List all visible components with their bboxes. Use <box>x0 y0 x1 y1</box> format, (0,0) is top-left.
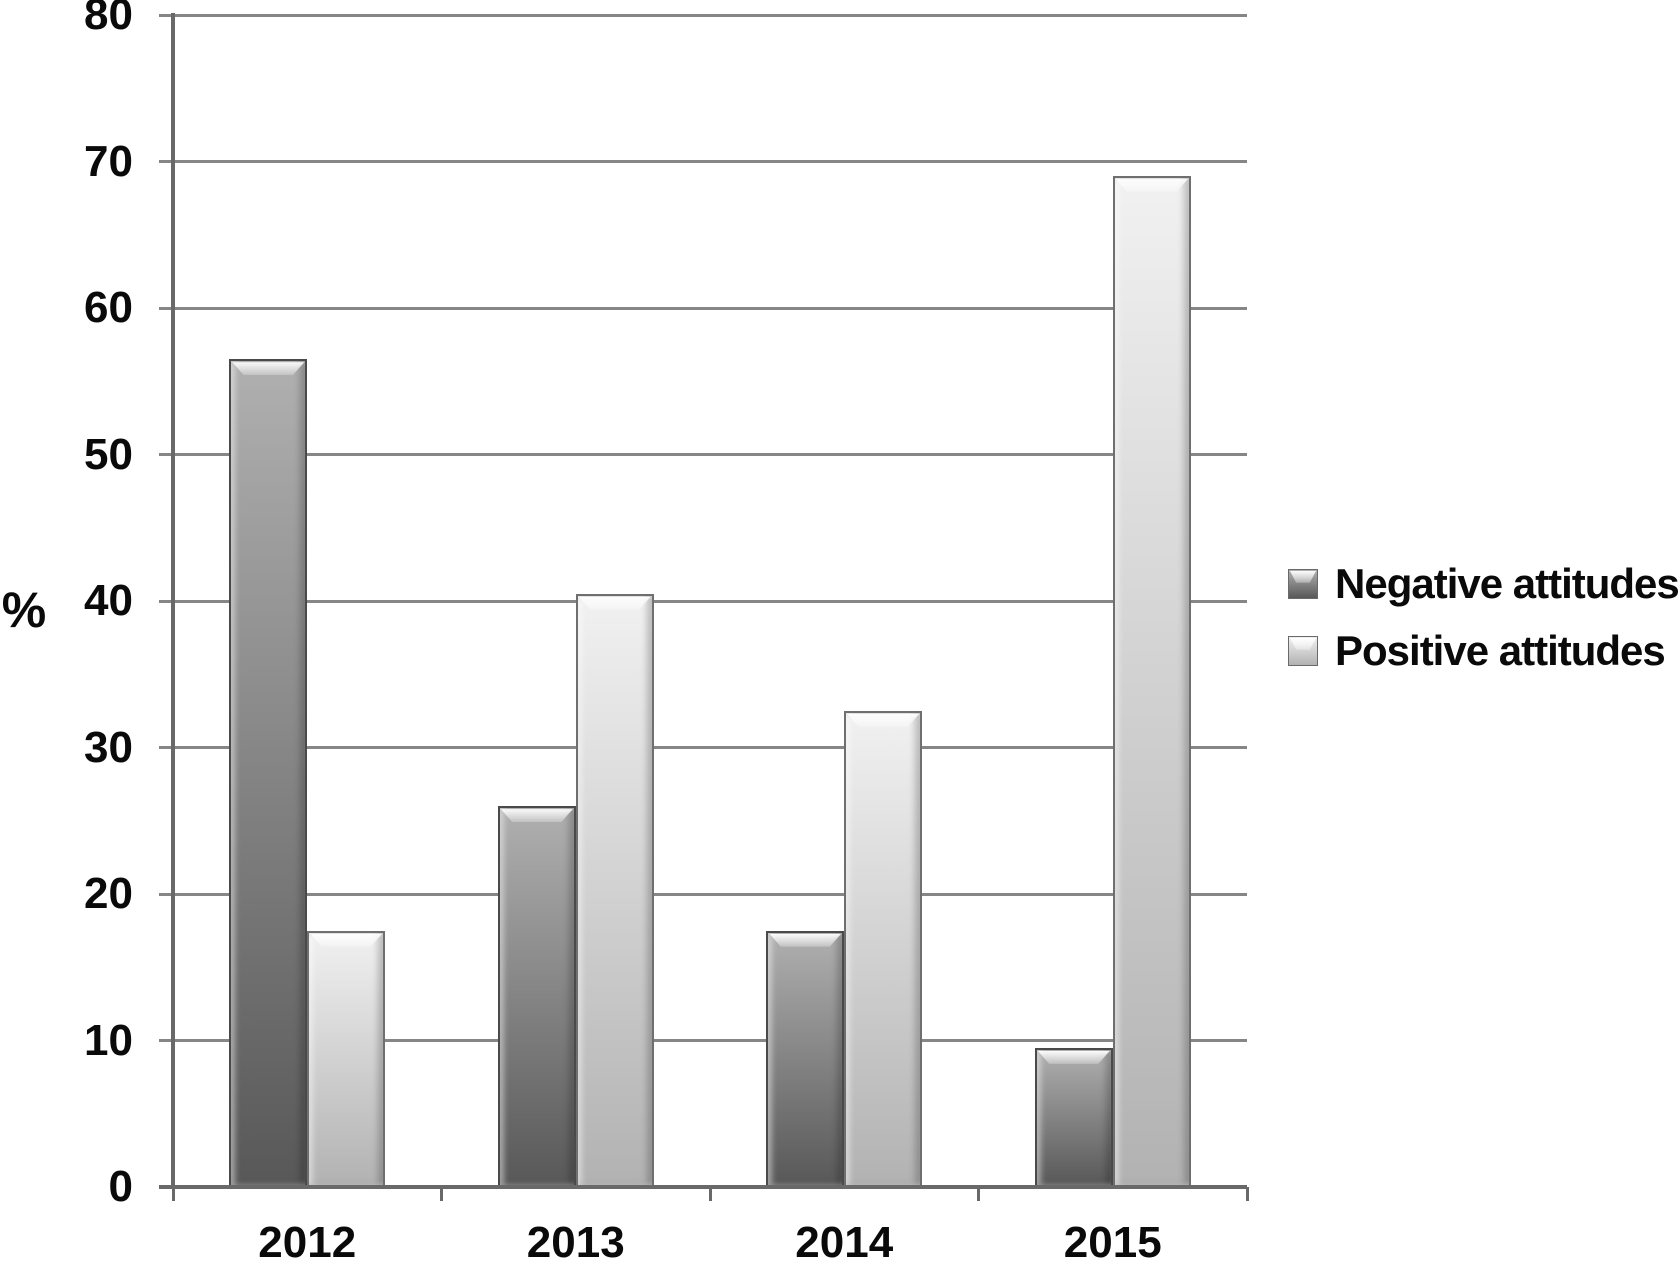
gridline-70 <box>159 160 1247 163</box>
x-axis-tick-label: 2014 <box>795 1218 894 1267</box>
bar-negative-2012 <box>229 359 308 1187</box>
bar-positive-2014 <box>844 710 923 1187</box>
x-axis-tick <box>171 1187 175 1201</box>
gridline-50 <box>159 453 1247 456</box>
x-axis-tick <box>440 1187 443 1201</box>
y-axis-tick-label: 0 <box>108 1162 133 1211</box>
legend-swatch-positive <box>1288 636 1318 666</box>
gridline-30 <box>159 746 1247 749</box>
y-axis-tick-label: 70 <box>84 136 133 186</box>
bar-positive-2012 <box>307 930 386 1187</box>
legend: Negative attitudes Positive attitudes <box>1288 560 1680 696</box>
gridline-60 <box>159 306 1247 310</box>
bar-bevel <box>847 713 920 727</box>
x-axis-tick <box>708 1187 712 1201</box>
bar-positive-2015 <box>1112 176 1191 1187</box>
x-axis-tick-label: 2013 <box>526 1218 625 1267</box>
gridline-80 <box>159 13 1247 17</box>
bar-positive-2013 <box>575 593 654 1187</box>
legend-item-negative: Negative attitudes <box>1288 560 1680 607</box>
legend-label-positive: Positive attitudes <box>1335 627 1666 674</box>
bar-bevel <box>310 933 383 947</box>
x-axis-tick <box>1245 1187 1249 1201</box>
legend-swatch-negative <box>1288 569 1318 599</box>
gridline-40 <box>159 599 1247 603</box>
y-axis-tick-label: 60 <box>84 283 133 332</box>
x-axis-tick-label: 2015 <box>1063 1218 1162 1267</box>
y-axis-line <box>171 13 175 1189</box>
bar-bevel <box>500 809 573 823</box>
y-axis-tick-label: 20 <box>84 869 133 918</box>
x-axis-tick <box>977 1187 980 1201</box>
y-axis-tick-label: 50 <box>84 429 133 479</box>
bar-bevel <box>769 933 842 947</box>
bar-negative-2015 <box>1034 1047 1113 1187</box>
gridline-10 <box>159 1039 1247 1042</box>
y-axis-tick-label: 30 <box>84 722 133 772</box>
bar-negative-2013 <box>497 806 576 1187</box>
legend-item-positive: Positive attitudes <box>1288 629 1679 673</box>
x-axis-line <box>159 1185 1247 1189</box>
bar-negative-2014 <box>766 930 845 1187</box>
y-axis-tick-label: 80 <box>84 0 133 39</box>
bar-bevel <box>578 596 651 610</box>
gridline-20 <box>159 892 1247 896</box>
y-axis-tick-label: 40 <box>84 576 133 625</box>
bar-bevel <box>232 362 305 376</box>
legend-label-negative: Negative attitudes <box>1335 560 1680 607</box>
y-axis-title: % <box>1 582 47 638</box>
x-axis-tick-label: 2012 <box>258 1218 357 1267</box>
bar-bevel <box>1115 179 1188 193</box>
y-axis-tick-label: 10 <box>84 1015 133 1065</box>
bar-bevel <box>1037 1050 1110 1064</box>
